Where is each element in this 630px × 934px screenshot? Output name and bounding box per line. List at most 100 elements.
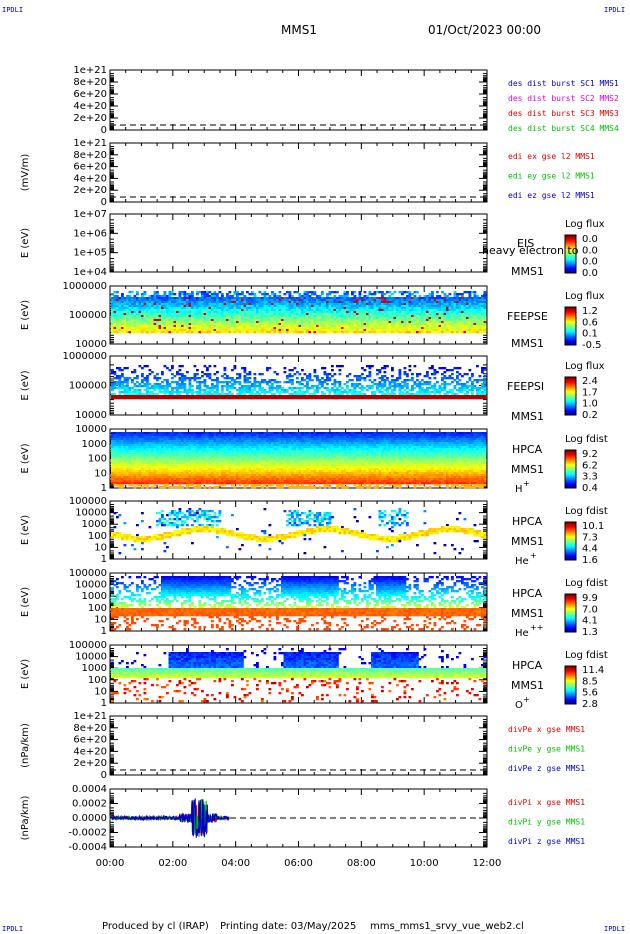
y-tick-label: 1e+06 (73, 228, 107, 239)
spectrogram-cell (423, 395, 427, 398)
spectrogram-cell (171, 365, 174, 368)
spectrogram-cell (461, 295, 464, 298)
spectrogram-cell (293, 313, 297, 316)
spectrogram-cell (396, 309, 399, 312)
spectrogram-cell (313, 301, 317, 304)
spectrogram-cell (266, 309, 269, 312)
spectrogram-cell (288, 299, 292, 302)
spectrogram-cell (348, 301, 352, 304)
spectrogram-cell (178, 385, 182, 388)
y-tick-label: 10000 (75, 410, 107, 421)
spectrogram-cell (413, 309, 417, 312)
spectrogram-cell (346, 397, 349, 400)
spectrogram-cell (286, 301, 289, 304)
spectrogram-cell (341, 397, 344, 400)
spectrogram-cell (233, 379, 237, 382)
spectrogram-cell (423, 393, 427, 396)
spectrogram-cell (201, 393, 204, 396)
spectrogram-cell (456, 375, 459, 378)
spectrogram-cell (298, 295, 302, 298)
spectrogram-cell (128, 313, 132, 316)
spectrogram-cell (133, 397, 137, 400)
spectrogram-cell (263, 329, 267, 332)
spectrogram-cell (116, 295, 119, 298)
spectrogram-cell (313, 397, 317, 400)
spectrogram-cell (288, 303, 292, 306)
spectrogram-cell (436, 327, 439, 330)
spectrogram-cell (211, 385, 214, 388)
spectrogram-cell (146, 387, 149, 390)
spectrogram-cell (203, 295, 207, 298)
spectrogram-cell (268, 387, 272, 390)
spectrogram-cell (331, 301, 334, 304)
spectrogram-cell (423, 327, 427, 330)
spectrogram-cell (238, 313, 242, 316)
spectrogram-cell (336, 317, 339, 320)
spectrogram-cell (193, 301, 197, 304)
spectrogram-cell (148, 309, 152, 312)
spectrogram-cell (416, 331, 419, 334)
spectrogram-cell (298, 313, 302, 316)
colorbar-tick-label: 1.7 (582, 387, 598, 398)
colorbar-tick-label: 0.2 (582, 410, 598, 421)
spectrogram-cell (438, 397, 442, 400)
spectrogram-cell (191, 315, 194, 318)
spectrogram-cell (318, 383, 322, 386)
spectrogram-cell (223, 297, 227, 300)
spectrogram-cell (456, 305, 459, 308)
spectrogram-cell (473, 313, 477, 316)
spectrogram-cell (328, 329, 332, 332)
spectrogram-cell (163, 323, 167, 326)
spectrogram-cell (398, 385, 402, 388)
spectrogram-cell (461, 293, 464, 296)
spectrogram-cell (293, 397, 297, 400)
spectrogram-cell (318, 309, 322, 312)
spectrogram-cell (268, 301, 272, 304)
spectrogram-cell (291, 309, 294, 312)
spectrogram-cell (361, 327, 364, 330)
spectrogram-cell (381, 375, 384, 378)
spectrogram-cell (398, 325, 402, 328)
spacecraft-title: MMS1 (281, 23, 317, 37)
spectrogram-cell (456, 329, 459, 332)
spectrogram-cell (246, 311, 249, 314)
spectrogram-cell (178, 373, 182, 376)
spectrogram-cell (313, 307, 317, 310)
spectrogram-cell (263, 295, 267, 298)
spectrogram-cell (413, 387, 417, 390)
spectrogram-cell (288, 291, 292, 294)
spectrogram-cell (243, 317, 247, 320)
spectrogram-cell (333, 311, 337, 314)
spectrogram-cell (198, 297, 202, 300)
spectrogram-cell (213, 329, 217, 332)
spectrogram-cell (278, 313, 282, 316)
spectrogram-cell (443, 299, 447, 302)
spectrogram-cell (121, 385, 124, 388)
spectrogram-cell (446, 305, 449, 308)
spectrogram-cell (378, 297, 382, 300)
spectrogram-cell (216, 295, 219, 298)
spectrogram-cell (178, 323, 182, 326)
spectrogram-cell (253, 295, 257, 298)
spectrogram-cell (221, 323, 224, 326)
spectrogram-cell (391, 305, 394, 308)
spectrogram-cell (336, 309, 339, 312)
spectrogram-cell (128, 303, 132, 306)
spectrogram-cell (126, 367, 129, 370)
spectrogram-cell (401, 307, 404, 310)
spectrogram-cell (206, 321, 209, 324)
spectrogram-cell (321, 395, 324, 398)
spectrogram-cell (371, 309, 374, 312)
spectrogram-cell (223, 303, 227, 306)
spectrogram-cell (478, 315, 482, 318)
spectrogram-cell (383, 321, 387, 324)
spectrogram-cell (111, 317, 114, 320)
spectrogram-cell (206, 319, 209, 322)
spectrogram-cell (216, 395, 219, 398)
spectrogram-cell (303, 321, 307, 324)
spectrogram-cell (148, 321, 152, 324)
spectrogram-cell (223, 313, 227, 316)
colorbar-cell (565, 258, 576, 260)
spectrogram-cell (211, 389, 214, 392)
spectrogram-cell (151, 323, 154, 326)
